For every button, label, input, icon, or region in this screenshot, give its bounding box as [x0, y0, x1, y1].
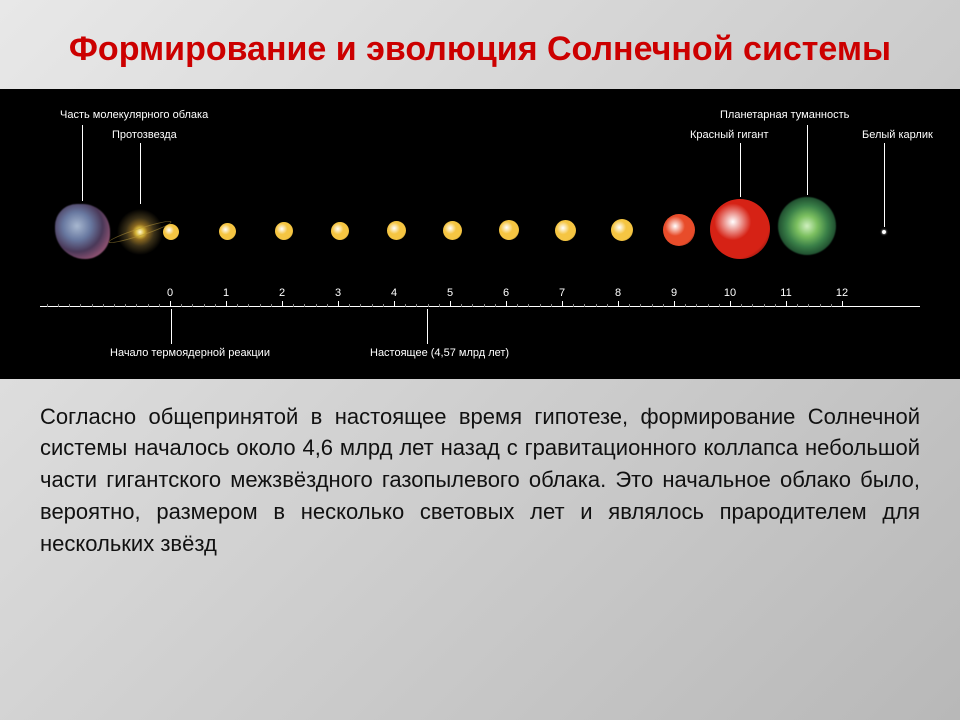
sun-6 [499, 220, 519, 240]
sun-5 [443, 221, 462, 240]
sun-3 [331, 222, 349, 240]
ptr-nebula [807, 125, 808, 195]
sun-8 [611, 219, 633, 241]
label-present: Настоящее (4,57 млрд лет) [370, 347, 509, 359]
tick-label-7: 7 [559, 287, 565, 299]
description-text: Согласно общепринятой в настоящее время … [0, 379, 960, 582]
tick-label-10: 10 [724, 287, 736, 299]
tick-1 [226, 301, 227, 307]
tick-label-11: 11 [780, 287, 791, 299]
protostar [115, 207, 165, 257]
label-white-dwarf: Белый карлик [862, 129, 933, 141]
label-protostar: Протозвезда [112, 129, 177, 141]
timeline-axis [40, 306, 920, 307]
tick-label-4: 4 [391, 287, 397, 299]
tick-12 [842, 301, 843, 307]
label-planetary-nebula: Планетарная туманность [720, 109, 849, 121]
tick-label-12: 12 [836, 287, 848, 299]
tick-8 [618, 301, 619, 307]
ptr-whitedwarf [884, 143, 885, 227]
tick-9 [674, 301, 675, 307]
tick-label-6: 6 [503, 287, 509, 299]
evolution-diagram: Часть молекулярного облака Протозвезда П… [0, 89, 960, 379]
tick-label-8: 8 [615, 287, 621, 299]
ptr-present [427, 309, 428, 344]
label-molecular-cloud: Часть молекулярного облака [60, 109, 208, 121]
tick-4 [394, 301, 395, 307]
label-red-giant: Красный гигант [690, 129, 768, 141]
tick-11 [786, 301, 787, 307]
white-dwarf [882, 230, 886, 234]
tick-label-0: 0 [167, 287, 173, 299]
sun-1 [219, 223, 236, 240]
tick-label-3: 3 [335, 287, 341, 299]
tick-10 [730, 301, 731, 307]
sun-7 [555, 220, 576, 241]
tick-label-2: 2 [279, 287, 285, 299]
tick-2 [282, 301, 283, 307]
tick-label-1: 1 [223, 287, 229, 299]
ptr-proto [140, 143, 141, 204]
sun-0 [163, 224, 179, 240]
sun-9 [663, 214, 695, 246]
planetary-nebula [778, 197, 836, 255]
ptr-fusion [171, 309, 172, 344]
tick-0 [170, 301, 171, 307]
red-giant [710, 199, 770, 259]
label-fusion-start: Начало термоядерной реакции [110, 347, 270, 359]
sun-2 [275, 222, 293, 240]
tick-3 [338, 301, 339, 307]
molecular-cloud [55, 204, 110, 259]
tick-7 [562, 301, 563, 307]
sun-4 [387, 221, 406, 240]
slide-title: Формирование и эволюция Солнечной систем… [0, 0, 960, 89]
tick-6 [506, 301, 507, 307]
tick-label-5: 5 [447, 287, 453, 299]
tick-label-9: 9 [671, 287, 677, 299]
ptr-redgiant [740, 143, 741, 197]
ptr-mol [82, 125, 83, 201]
tick-5 [450, 301, 451, 307]
